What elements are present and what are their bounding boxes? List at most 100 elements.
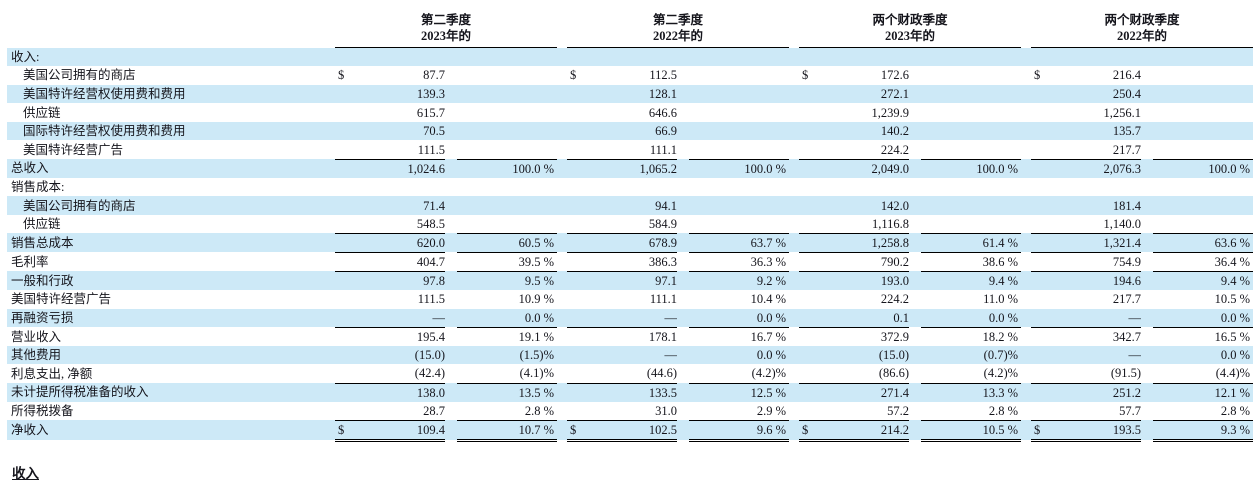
percent-cell (689, 178, 789, 197)
percent-cell (1153, 140, 1254, 160)
currency-symbol (335, 85, 359, 104)
column-gap (677, 420, 689, 440)
group-spacer (557, 271, 567, 290)
percent-cell (457, 196, 557, 215)
column-gap (1141, 420, 1153, 440)
currency-symbol (335, 252, 359, 272)
row-label: 其他费用 (11, 348, 62, 363)
percent-cell: 0.0 % (921, 308, 1022, 328)
percent-cell (921, 178, 1021, 197)
column-group-two-quarters-2022: 两个财政季度 2022年的 (1031, 6, 1254, 48)
group-spacer (789, 290, 799, 309)
value-cell: 372.9 (880, 329, 910, 344)
currency-symbol (799, 103, 823, 122)
group-spacer (557, 66, 567, 85)
percent-cell: 100.0 % (512, 161, 555, 176)
value-cell: 193.5 (1055, 420, 1142, 442)
column-group-title: 两个财政季度 (872, 13, 948, 27)
currency-symbol: $ (338, 68, 345, 83)
value-cell: 2,049.0 (871, 161, 910, 176)
percent-cell (921, 48, 1021, 67)
value-cell (359, 178, 445, 197)
currency-symbol (335, 159, 359, 178)
currency-symbol (567, 308, 592, 328)
group-spacer (557, 85, 567, 104)
group-spacer (1021, 271, 1031, 290)
currency-symbol (799, 327, 823, 346)
percent-cell: (4.2)% (689, 364, 790, 384)
currency-symbol (567, 290, 591, 309)
currency-symbol (799, 252, 824, 272)
value-cell: 342.7 (1112, 329, 1142, 344)
currency-symbol (1031, 214, 1056, 234)
value-cell: 1,024.6 (407, 161, 446, 176)
value-cell: 678.9 (591, 233, 678, 253)
value-cell: — (359, 308, 445, 328)
currency-symbol (799, 178, 823, 197)
currency-symbol (1031, 401, 1056, 421)
currency-symbol (799, 401, 824, 421)
value-cell: — (664, 348, 678, 363)
column-gap (445, 271, 457, 290)
currency-symbol (335, 140, 359, 160)
value-cell: 615.7 (416, 105, 445, 120)
currency-symbol: $ (1034, 68, 1041, 83)
value-cell: 216.4 (1112, 68, 1142, 83)
percent-cell (921, 140, 1022, 160)
value-cell: 1,116.8 (823, 214, 910, 234)
value-cell: 754.9 (1055, 252, 1142, 272)
value-cell: 142.0 (880, 198, 910, 213)
table-row: 美国特许经营权使用费和费用 139.3 128.1 272.1 250.4 (7, 84, 1254, 104)
value-cell: 111.1 (649, 292, 678, 307)
column-gap (677, 103, 689, 122)
percent-cell: 16.7 % (750, 329, 787, 344)
column-gap (909, 233, 921, 252)
currency-symbol (567, 252, 592, 272)
group-spacer (1021, 159, 1031, 178)
column-group-title: 第二季度 (653, 13, 704, 27)
group-spacer (1021, 140, 1031, 159)
value-cell: 217.7 (1112, 292, 1142, 307)
percent-cell (1153, 178, 1253, 197)
column-gap (677, 309, 689, 328)
value-cell: 87.7 (423, 68, 445, 83)
value-cell: 140.2 (880, 124, 910, 139)
column-gap (909, 290, 921, 309)
currency-symbol (567, 271, 591, 290)
percent-cell (689, 48, 789, 67)
currency-symbol (567, 85, 591, 104)
percent-cell: 2.8 % (921, 401, 1022, 421)
group-spacer (1021, 66, 1031, 85)
column-group-title: 第二季度 (421, 13, 472, 27)
table-row: 国际特许经营权使用费和费用 70.5 66.9 140.2 135.7 (7, 121, 1254, 141)
column-group-year: 2023年的 (885, 29, 936, 43)
column-gap (445, 178, 457, 197)
percent-cell: 36.3 % (689, 252, 790, 272)
value-cell (591, 48, 677, 67)
column-group-year: 2022年的 (653, 29, 704, 43)
percent-cell: 0.0 % (1220, 348, 1251, 363)
column-gap (677, 327, 689, 346)
value-cell: 112.5 (649, 68, 678, 83)
group-spacer (789, 122, 799, 141)
value-cell: (91.5) (1055, 364, 1142, 384)
column-gap (1141, 402, 1153, 421)
group-spacer (1021, 364, 1031, 383)
percent-cell: 10.5 % (1214, 292, 1251, 307)
percent-cell: 0.0 % (689, 308, 790, 328)
table-row: 再融资亏损 — 0.0 % — 0.0 % 0.1 0.0 % — 0.0 % (7, 308, 1254, 328)
column-gap (677, 402, 689, 421)
percent-cell: 9.2 % (756, 273, 787, 288)
group-spacer (1021, 346, 1031, 365)
value-cell (1055, 178, 1141, 197)
currency-symbol (335, 196, 359, 215)
column-gap (677, 271, 689, 290)
row-label: 销售总成本 (11, 235, 74, 250)
currency-symbol (799, 85, 823, 104)
value-cell: 214.2 (823, 420, 910, 442)
group-spacer (557, 420, 567, 440)
currency-symbol (1031, 122, 1055, 141)
group-spacer (1021, 327, 1031, 346)
currency-symbol (1031, 140, 1056, 160)
group-spacer (789, 140, 799, 159)
